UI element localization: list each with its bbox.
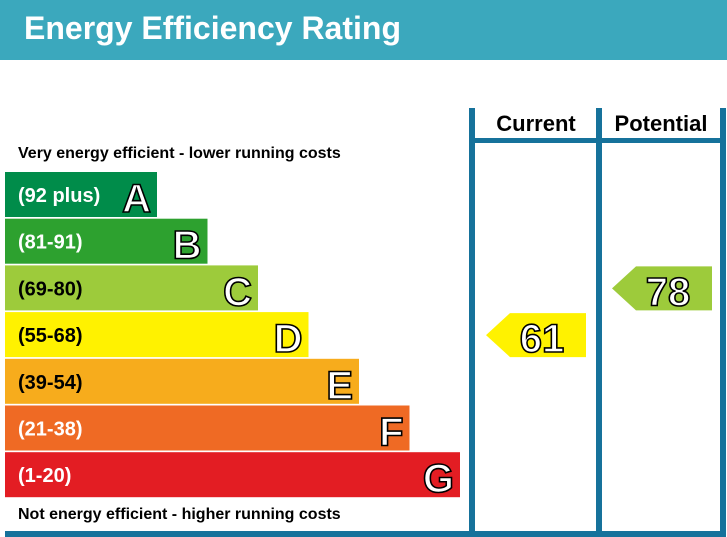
bottom-note: Not energy efficient - higher running co… (18, 506, 341, 523)
band-bar (5, 312, 309, 358)
band-bar (5, 172, 157, 217)
current-rating: 61 (486, 313, 586, 362)
band-letter: C (223, 270, 252, 314)
band-C: (69-80) C (5, 265, 258, 315)
page-title: Energy Efficiency Rating (24, 10, 401, 46)
band-range: (55-68) (18, 325, 82, 347)
band-letter: A (122, 177, 151, 221)
rating-value: 61 (520, 317, 565, 361)
header-bar: Energy Efficiency Rating (0, 0, 727, 60)
rating-arrow (612, 266, 712, 311)
band-E: (39-54) E (5, 358, 359, 409)
band-range: (21-38) (18, 419, 82, 441)
frame-line (720, 108, 726, 537)
top-note: Very energy efficient - lower running co… (18, 145, 341, 162)
rating-value: 78 (646, 270, 691, 314)
band-bar (5, 405, 410, 451)
band-F: (21-38) F (5, 405, 410, 455)
rating-arrow (486, 313, 586, 358)
frame-line (596, 108, 602, 537)
band-D: (55-68) D (5, 312, 309, 362)
band-range: (92 plus) (18, 185, 100, 207)
band-letter: B (173, 224, 202, 268)
band-range: (81-91) (18, 232, 82, 254)
band-letter: E (326, 364, 353, 408)
frame-line (469, 138, 726, 143)
column-header-potential: Potential (615, 111, 708, 136)
band-bar (5, 218, 208, 264)
potential-rating: 78 (612, 266, 712, 315)
band-range: (39-54) (18, 372, 82, 394)
band-B: (81-91) B (5, 218, 208, 269)
band-letter: F (379, 411, 403, 455)
column-header-current: Current (496, 111, 576, 136)
band-range: (69-80) (18, 278, 82, 300)
band-bar (5, 452, 460, 498)
band-A: (92 plus) A (5, 172, 157, 222)
frame-line (5, 531, 726, 537)
band-letter: G (423, 457, 454, 501)
band-bar (5, 358, 359, 404)
band-letter: D (274, 317, 303, 361)
band-G: (1-20) G (5, 452, 460, 502)
band-range: (1-20) (18, 465, 71, 487)
frame-line (469, 108, 475, 537)
band-bar (5, 265, 258, 311)
